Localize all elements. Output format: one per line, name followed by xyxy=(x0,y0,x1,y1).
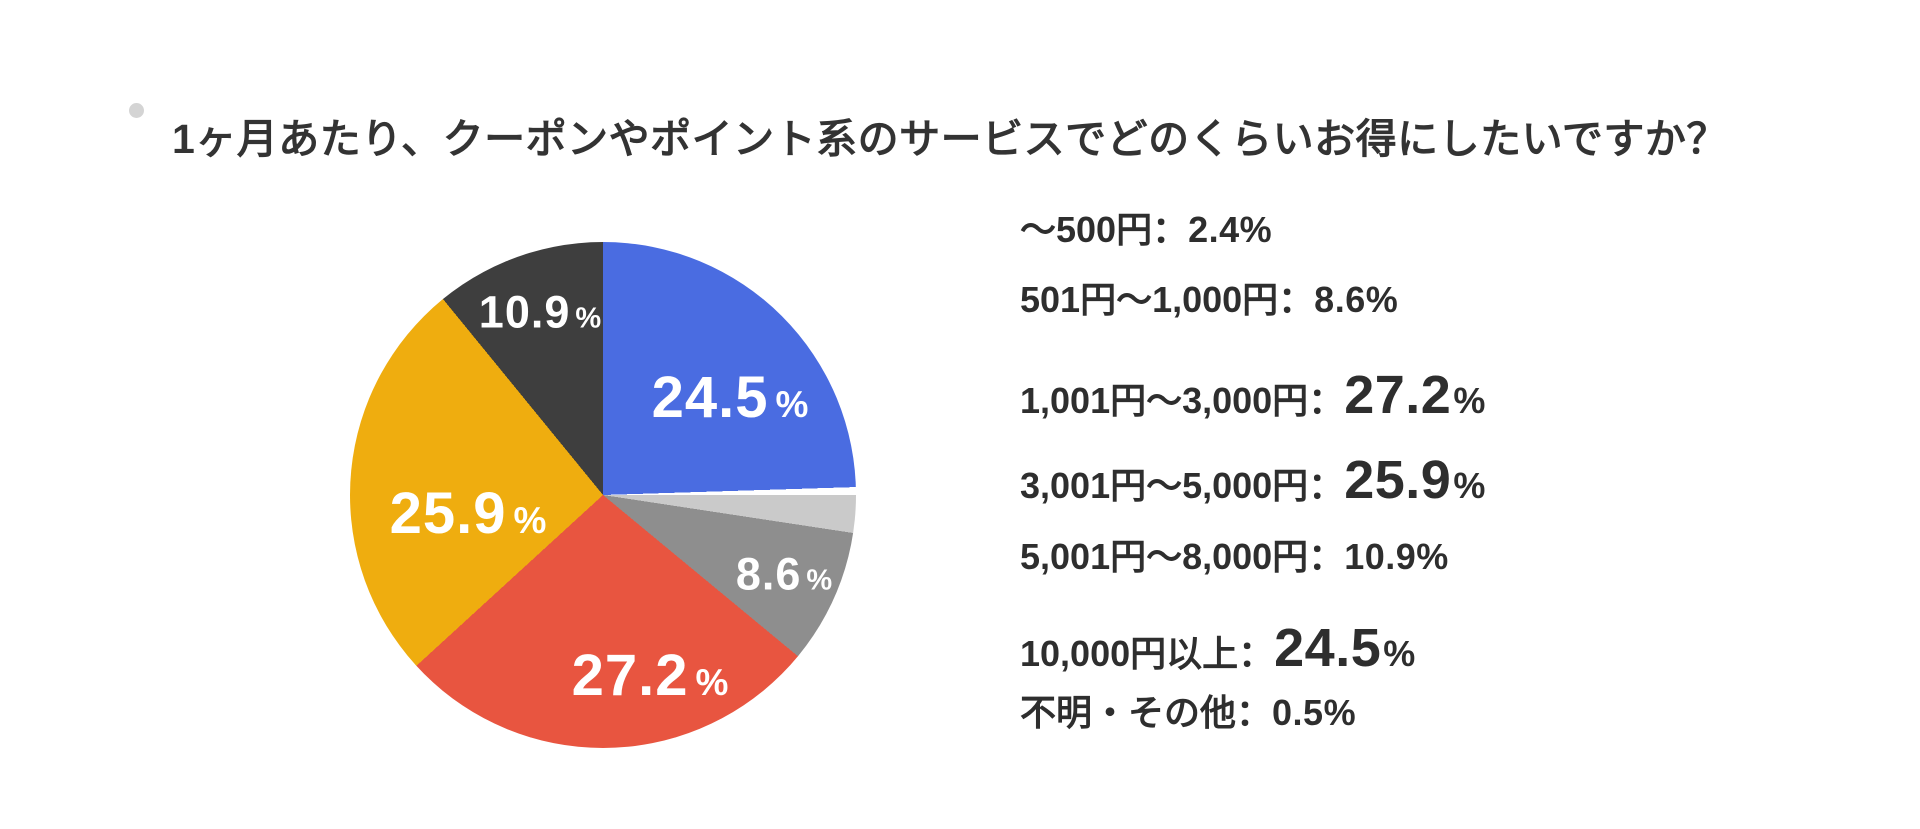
pie-slice-label-5001-8000yen: 10.9% xyxy=(479,290,601,335)
pie-label-value: 27.2 xyxy=(571,643,689,708)
pie-label-value: 24.5 xyxy=(651,365,769,430)
legend-separator: ： xyxy=(1238,633,1275,674)
legend-label: 5,001円～8,000円 xyxy=(1020,536,1309,577)
legend-item-501-1000yen: 501円～1,000円： 8.6% xyxy=(1020,282,1398,318)
legend-separator: ： xyxy=(1152,209,1189,250)
legend-item-1001-3000yen: 1,001円～3,000円： 27.2% xyxy=(1020,368,1485,422)
percent-sign: % xyxy=(1383,633,1416,674)
percent-sign: % xyxy=(806,564,833,597)
legend-value: 27.2 xyxy=(1344,365,1452,425)
percent-sign: % xyxy=(1365,279,1398,320)
legend-value: 10.9 xyxy=(1344,536,1417,577)
percent-sign: % xyxy=(513,500,547,541)
percent-sign: % xyxy=(1453,380,1486,421)
bullet-icon xyxy=(129,103,144,118)
legend-label: ～500円 xyxy=(1020,209,1153,250)
legend-item-under-500yen: ～500円： 2.4% xyxy=(1020,212,1272,248)
page-title: 1ヶ月あたり、クーポンやポイント系のサービスでどのくらいお得にしたいですか？ xyxy=(172,116,1728,163)
percent-sign: % xyxy=(1416,536,1449,577)
percent-sign: % xyxy=(575,302,602,335)
legend-label: 1,001円～3,000円 xyxy=(1020,380,1309,421)
legend-value: 8.6 xyxy=(1314,279,1366,320)
legend-label: 3,001円～5,000円 xyxy=(1020,465,1309,506)
percent-sign: % xyxy=(1239,209,1272,250)
legend-separator: ： xyxy=(1278,279,1315,320)
legend-item-3001-5000yen: 3,001円～5,000円： 25.9% xyxy=(1020,453,1485,507)
pie-slice-label-10000yen-plus: 24.5% xyxy=(652,369,809,427)
percent-sign: % xyxy=(695,662,729,703)
pie-label-value: 25.9 xyxy=(389,481,507,546)
legend-value: 0.5 xyxy=(1272,692,1324,733)
percent-sign: % xyxy=(775,384,809,425)
legend-value: 2.4 xyxy=(1188,209,1240,250)
percent-sign: % xyxy=(1453,465,1486,506)
legend-separator: ： xyxy=(1308,465,1345,506)
legend-label: 501円～1,000円 xyxy=(1020,279,1279,320)
legend-item-10000yen-plus: 10,000円以上： 24.5% xyxy=(1020,621,1415,675)
legend-item-5001-8000yen: 5,001円～8,000円： 10.9% xyxy=(1020,539,1448,575)
legend-separator: ： xyxy=(1308,536,1345,577)
pie-slice-label-3001-5000yen: 25.9% xyxy=(390,485,547,543)
legend-value: 24.5 xyxy=(1274,618,1382,678)
percent-sign: % xyxy=(1323,692,1356,733)
pie-label-value: 8.6 xyxy=(735,548,802,600)
legend-label: 10,000円以上 xyxy=(1020,633,1239,674)
pie-slice-label-1001-3000yen: 27.2% xyxy=(572,647,729,705)
pie-label-value: 10.9 xyxy=(478,286,571,338)
pie-chart xyxy=(350,242,856,748)
legend-separator: ： xyxy=(1236,692,1273,733)
legend-item-unknown-other: 不明・その他： 0.5% xyxy=(1020,695,1356,731)
legend-label: 不明・その他 xyxy=(1020,692,1237,733)
pie-slice-label-501-1000yen: 8.6% xyxy=(736,552,832,597)
legend-separator: ： xyxy=(1308,380,1345,421)
legend-value: 25.9 xyxy=(1344,450,1452,510)
